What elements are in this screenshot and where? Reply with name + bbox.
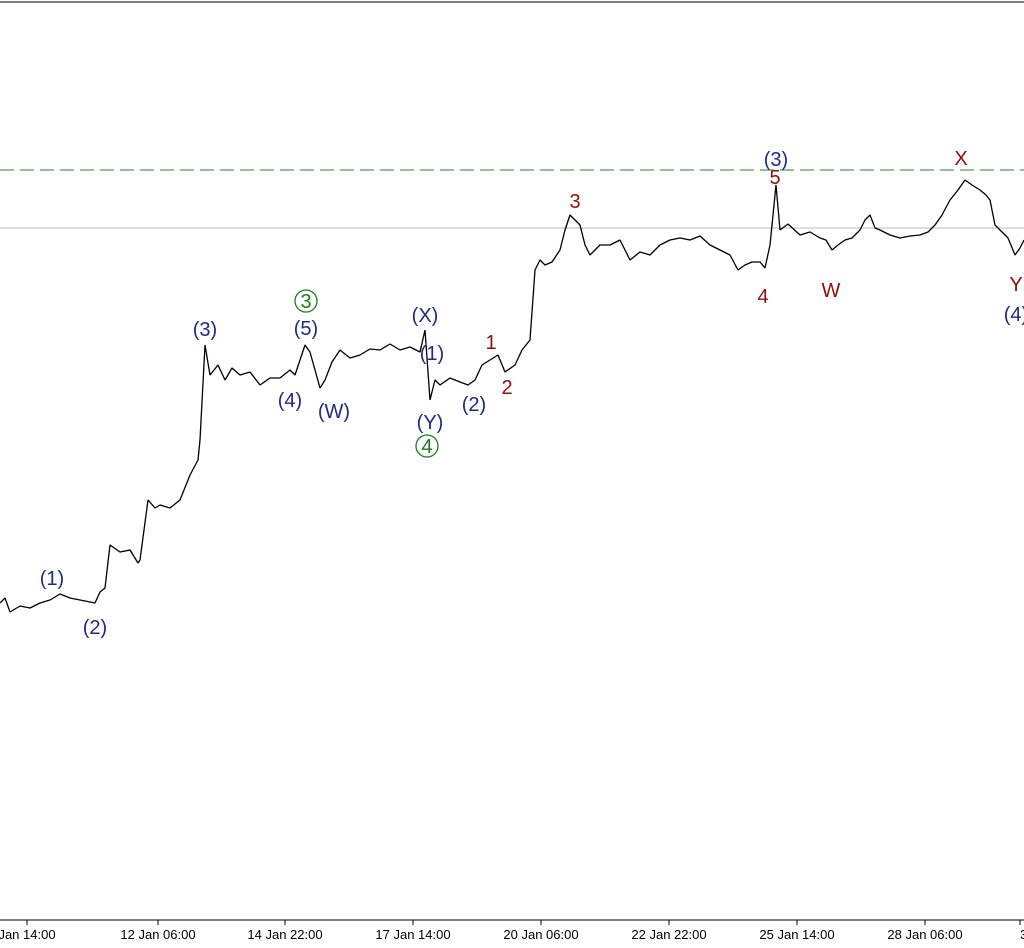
- wave-label: (W): [318, 401, 350, 423]
- wave-label: 4: [421, 436, 432, 458]
- wave-label: (1): [40, 568, 64, 590]
- price-bars: [0, 179, 1024, 613]
- wave-circle: [415, 434, 439, 458]
- wave-label: (1): [420, 343, 444, 365]
- wave-label: (4): [1004, 304, 1024, 326]
- wave-label: 3: [300, 291, 311, 313]
- x-tick-label: 30: [1020, 927, 1024, 942]
- x-tick-label: 25 Jan 14:00: [759, 927, 834, 942]
- x-tick-label: 22 Jan 22:00: [631, 927, 706, 942]
- wave-label: (5): [294, 318, 318, 340]
- wave-label: (Y): [417, 412, 444, 434]
- wave-label: (2): [83, 617, 107, 639]
- x-tick-label: Jan 14:00: [0, 927, 56, 942]
- x-tick-label: 28 Jan 06:00: [887, 927, 962, 942]
- wave-label: 5: [769, 167, 780, 189]
- x-tick-label: 17 Jan 14:00: [375, 927, 450, 942]
- x-tick-label: 20 Jan 06:00: [503, 927, 578, 942]
- x-tick-label: 12 Jan 06:00: [120, 927, 195, 942]
- wave-label: 3: [569, 191, 580, 213]
- wave-label: (3): [764, 149, 788, 171]
- wave-label: (2): [462, 394, 486, 416]
- wave-label: 1: [485, 332, 496, 354]
- wave-circle: [294, 289, 318, 313]
- wave-label: X: [954, 148, 967, 170]
- wave-label: (3): [193, 319, 217, 341]
- wave-label: (4): [278, 390, 302, 412]
- wave-label: (X): [412, 305, 439, 327]
- x-tick-label: 14 Jan 22:00: [247, 927, 322, 942]
- wave-label: Y: [1009, 274, 1022, 296]
- wave-label: W: [822, 280, 841, 302]
- wave-label: 2: [501, 377, 512, 399]
- wave-label: 4: [757, 286, 768, 308]
